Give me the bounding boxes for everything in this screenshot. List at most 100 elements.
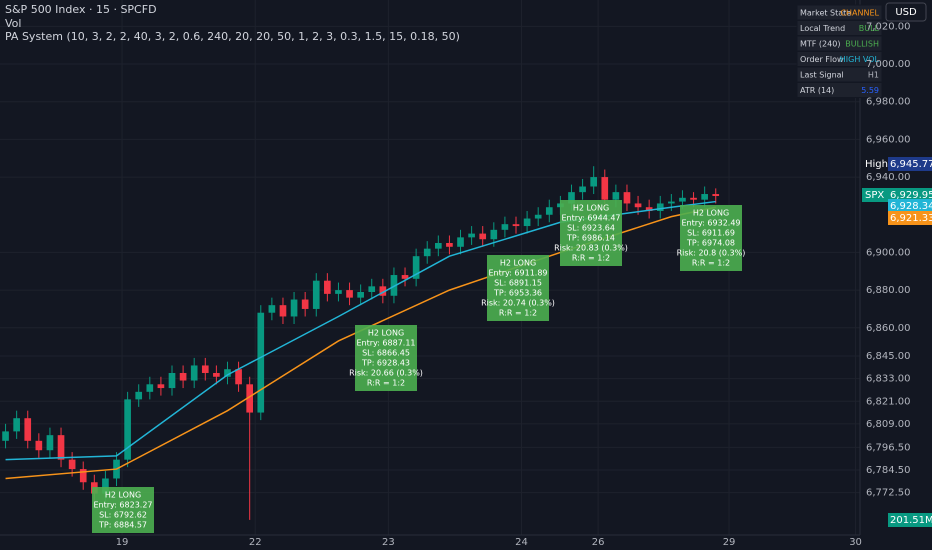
candle-body: [290, 299, 298, 317]
x-tick-label: 19: [116, 537, 129, 548]
candle-body: [468, 233, 475, 238]
candle-body: [501, 224, 509, 230]
table-row: [796, 82, 883, 98]
candle-body: [224, 369, 231, 377]
candle-body: [46, 435, 54, 451]
trade-line: R:R = 1:2: [692, 259, 730, 268]
candle-body: [324, 280, 331, 294]
trade-line: H2 LONG: [500, 259, 536, 268]
trade-box: [680, 205, 742, 271]
trade-line: R:R = 1:2: [367, 379, 405, 388]
y-tick-label: 7,000.00: [866, 59, 911, 70]
price-badges: High 6,945.77 SPX 6,929.956,928.346,921.33 2…: [862, 157, 932, 527]
trade-line: H2 LONG: [368, 329, 404, 338]
trade-box: [560, 200, 622, 266]
trade-line: Entry: 6911.89: [488, 269, 547, 278]
candle-body: [579, 186, 586, 193]
candle-body: [379, 286, 387, 296]
trade-line: H2 LONG: [693, 209, 729, 218]
x-tick-label: 30: [849, 537, 862, 548]
candle-body: [401, 275, 409, 279]
candle-body: [712, 194, 720, 197]
candle-body: [135, 391, 143, 400]
candle-body: [268, 305, 276, 313]
table-value: BULLISH: [845, 40, 879, 49]
x-tick-label: 23: [382, 537, 395, 548]
candle-body: [601, 177, 609, 200]
table-value: H1: [868, 71, 879, 80]
table-key: Local Trend: [800, 24, 845, 33]
badge-label: 6,945.77: [890, 159, 932, 170]
candle-body: [157, 384, 165, 389]
candle-body: [146, 384, 154, 392]
candle-body: [668, 201, 675, 204]
symbol: S&P 500 Index · 15 · SPCFD: [5, 3, 157, 16]
candle-body: [124, 399, 131, 460]
badge-bg: [888, 157, 932, 171]
candle-body: [13, 418, 20, 432]
candle-body: [434, 243, 442, 249]
candle-body: [590, 177, 598, 187]
candle-body: [35, 440, 43, 451]
candle-body: [2, 431, 9, 441]
y-tick-label: 6,980.00: [866, 97, 911, 108]
candle-body: [346, 290, 353, 298]
y-tick-label: 7,020.00: [866, 21, 911, 32]
candle-body: [412, 256, 420, 279]
table-key: Market State: [800, 9, 851, 18]
y-tick-label: 6,845.00: [866, 351, 911, 362]
badge-name-bg: [862, 188, 888, 202]
table-key: MTF (240): [800, 40, 840, 49]
y-tick-label: 6,833.00: [866, 374, 911, 385]
trade-line: Risk: 20.74 (0.3%): [481, 299, 555, 308]
candle-body: [79, 469, 87, 483]
candle-body: [568, 192, 575, 204]
candle-body: [423, 248, 431, 257]
candle-body: [545, 207, 553, 215]
trade-line: Entry: 6944.47: [561, 214, 620, 223]
trade-line: SL: 6891.15: [494, 279, 542, 288]
y-tick-label: 6,900.00: [866, 247, 911, 258]
candle-body: [612, 192, 620, 200]
trade-line: TP: 6974.08: [686, 239, 735, 248]
table-value: BULL: [859, 24, 880, 33]
candle-body: [357, 291, 364, 298]
table-key: Last Signal: [800, 71, 844, 80]
candle-body: [512, 224, 520, 227]
badge-bg: [888, 513, 932, 527]
candle-body: [235, 369, 242, 385]
badge-label: 6,929.95: [890, 190, 932, 201]
x-tick-label: 29: [723, 537, 736, 548]
indicator: PA System (10, 3, 2, 2, 40, 3, 2, 0.6, 2…: [5, 30, 460, 43]
candle-body: [179, 372, 187, 381]
trade-line: SL: 6792.62: [99, 511, 147, 520]
candle-body: [213, 372, 220, 377]
badge-label: 201.51M: [890, 515, 932, 526]
x-tick-label: 24: [515, 537, 528, 548]
trade-line: H2 LONG: [105, 491, 141, 500]
candle-body: [257, 312, 265, 413]
candle-body: [446, 243, 453, 247]
trade-line: SL: 6911.69: [687, 229, 735, 238]
x-tick-label: 22: [249, 537, 262, 548]
candle-body: [312, 280, 320, 309]
trade-line: Risk: 20.66 (0.3%): [349, 369, 423, 378]
trade-line: TP: 6953.36: [493, 289, 542, 298]
candle-body: [701, 194, 708, 200]
candle-body: [645, 207, 653, 211]
y-tick-label: 6,809.00: [866, 419, 911, 430]
currency[interactable]: USD: [895, 7, 917, 18]
candle-body: [335, 290, 342, 294]
trade-line: Entry: 6887.11: [356, 339, 415, 348]
candle-body: [479, 233, 487, 240]
trade-line: TP: 6928.43: [361, 359, 410, 368]
candle-body: [301, 299, 309, 309]
trade-box: [487, 255, 549, 321]
moving-average: [5, 200, 716, 461]
trade-line: Risk: 20.8 (0.3%): [677, 249, 746, 258]
candle-body: [457, 237, 464, 247]
currency-button[interactable]: [885, 2, 927, 22]
